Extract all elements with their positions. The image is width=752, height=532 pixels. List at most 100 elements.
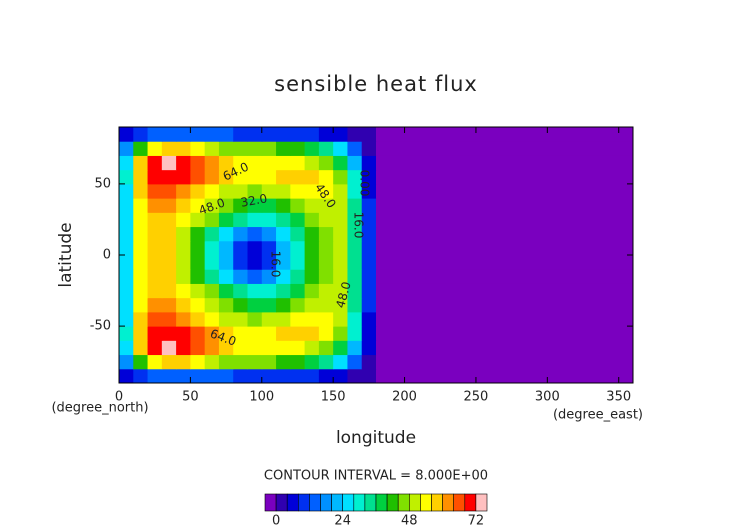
colorbar-box [309,493,321,512]
field-cell [218,198,234,213]
field-cell [261,212,277,228]
field-cell [376,311,634,327]
colorbar-box [342,493,355,512]
field-cell [233,141,248,156]
colorbar-box [264,493,277,512]
field-cell [304,226,320,242]
field-cell [204,297,220,313]
field-cell [276,255,291,270]
field-cell [318,169,334,185]
field-cell [261,226,277,242]
field-cell [147,155,163,171]
field-cell [376,297,634,313]
field-cell [133,297,149,313]
field-cell [290,198,306,213]
field-cell [333,269,348,284]
field-cell [347,183,363,199]
field-cell [218,297,234,313]
field-cell [261,326,277,341]
field-cell [276,127,291,142]
field-cell [361,226,377,242]
field-cell [276,240,291,256]
field-cell [304,326,320,341]
field-cell [261,283,277,299]
field-cell [161,212,177,228]
field-cell [233,155,248,171]
field-cell [333,368,348,384]
x-tick-label: 50 [182,390,199,405]
field-cell [133,354,149,370]
field-cell [347,198,363,213]
contour-label: 0.00 [358,170,372,197]
field-cell [347,169,363,185]
field-cell [147,183,163,199]
field-cell [347,255,363,270]
field-cell [376,255,634,270]
colorbar-box [475,493,488,512]
field-cell [147,212,163,228]
field-cell [376,226,634,242]
field-cell [161,269,177,284]
field-cell [247,269,263,284]
field-cell [376,198,634,213]
field-cell [290,269,306,284]
field-cell [133,255,149,270]
field-cell [161,169,177,185]
field-cell [276,141,291,156]
field-cell [161,226,177,242]
field-cell [218,269,234,284]
field-cell [176,283,191,299]
field-cell [261,240,277,256]
field-cell [218,283,234,299]
field-cell [347,269,363,284]
field-cell [276,198,291,213]
x-unit: (degree_east) [553,408,643,423]
field-cell [190,212,206,228]
field-cell [304,212,320,228]
field-cell [318,141,334,156]
field-cell [147,326,163,341]
x-tick-label: 300 [535,390,560,405]
field-cell [119,226,134,242]
field-cell [147,354,163,370]
field-cell [190,169,206,185]
field-cell [261,269,277,284]
field-cell [333,326,348,341]
field-cell [190,311,206,327]
field-cell [247,183,263,199]
field-cell [161,127,177,142]
field-cell [318,368,334,384]
field-cell [161,340,177,356]
field-cell [176,155,191,171]
field-cell [376,368,634,384]
field-cell [247,255,263,270]
field-cell [318,198,334,213]
field-cell [304,198,320,213]
field-cell [304,255,320,270]
field-cell [361,212,377,228]
field-cell [318,127,334,142]
field-cell [176,368,191,384]
field-cell [233,368,248,384]
colorbar-box [286,493,299,512]
field-cell [119,212,134,228]
field-cell [304,340,320,356]
field-cell [176,240,191,256]
field-cell [204,368,220,384]
field-cell [190,368,206,384]
field-cell [304,283,320,299]
colorbar-box [431,493,443,512]
field-cell [147,127,163,142]
colorbar-box [375,493,388,512]
field-cell [261,183,277,199]
field-cell [247,198,263,213]
field-cell [247,155,263,171]
field-cell [261,368,277,384]
field-cell [247,311,263,327]
colorbar-tick-label: 0 [272,514,280,529]
field-cell [361,155,377,171]
x-tick-label: 250 [464,390,489,405]
field-cell [376,283,634,299]
field-cell [204,354,220,370]
field-cell [176,212,191,228]
